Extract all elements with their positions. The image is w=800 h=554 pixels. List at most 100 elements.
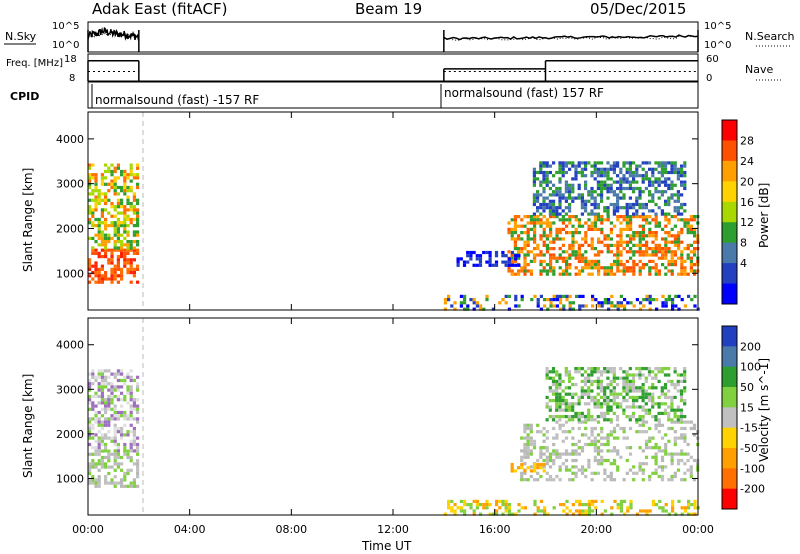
power-cell [597, 237, 601, 241]
power-cell [136, 221, 140, 225]
power-cell [104, 255, 108, 259]
velocity-cell [564, 458, 569, 463]
power-cell [107, 236, 111, 240]
power-cell [126, 261, 130, 265]
power-cell [686, 231, 690, 235]
velocity-cell [558, 408, 562, 412]
velocity-cell [583, 376, 588, 380]
power-cell [648, 269, 652, 273]
power-cell [568, 218, 572, 222]
power-cell [632, 263, 636, 267]
power-cell [507, 257, 511, 261]
power-cell [693, 218, 697, 222]
velocity-cell [680, 506, 684, 510]
velocity-cell [663, 386, 668, 390]
velocity-cell [638, 415, 642, 419]
power-cell [565, 259, 569, 263]
power-cell [510, 259, 514, 263]
power-cell [667, 234, 671, 238]
velocity-cell [548, 478, 553, 482]
power-cell [514, 254, 518, 258]
velocity-cell [91, 369, 95, 373]
xtick-label: 20:00 [580, 523, 612, 536]
velocity-cell [120, 385, 124, 389]
velocity-cell [107, 404, 111, 408]
velocity-cell [551, 383, 556, 387]
velocity-cell [91, 478, 95, 482]
velocity-cell [587, 503, 591, 507]
velocity-cell [641, 449, 645, 453]
velocity-cell [596, 471, 601, 475]
power-cell [123, 182, 127, 186]
velocity-cell [593, 442, 597, 447]
power-cell [683, 247, 687, 251]
velocity-cell [520, 455, 524, 459]
velocity-cell [651, 376, 655, 380]
velocity-cell [97, 382, 101, 386]
velocity-cell [88, 372, 92, 376]
velocity-cell [676, 420, 681, 424]
power-cell [97, 224, 101, 228]
nave-right-tick-top: 60 [706, 54, 719, 65]
power-cell [600, 190, 604, 194]
power-cell [104, 243, 108, 247]
power-cell [619, 240, 623, 244]
velocity-cell [590, 442, 594, 447]
velocity-cell [622, 383, 626, 387]
velocity-cell [577, 446, 581, 450]
velocity-cell [676, 373, 680, 377]
power-cell [513, 243, 517, 247]
velocity-cell [123, 471, 127, 476]
power-cell [664, 167, 668, 171]
velocity-cell [661, 509, 665, 513]
power-cell [664, 199, 668, 203]
power-cell [475, 301, 479, 305]
velocity-cell [100, 420, 104, 424]
noise-right-tick-bottom: 10^0 [704, 40, 731, 51]
velocity-cell [639, 509, 643, 513]
velocity-cell [641, 405, 645, 409]
velocity-cell [88, 468, 92, 472]
power-cell [603, 180, 607, 184]
power-cell [91, 208, 95, 212]
power-cell [609, 202, 613, 207]
velocity-cell [567, 376, 572, 380]
power-cell [606, 167, 610, 171]
power-cell [536, 247, 540, 251]
velocity-cell [97, 442, 101, 447]
power-cell [564, 170, 568, 175]
power-cell [638, 247, 642, 251]
velocity-cell [526, 442, 530, 447]
power-cell [91, 251, 95, 255]
velocity-cell [501, 499, 505, 503]
velocity-cell [660, 402, 664, 406]
power-cell [132, 274, 136, 278]
velocity-cell [628, 373, 632, 377]
power-cell [532, 202, 536, 207]
power-cell [597, 272, 601, 276]
power-cell [568, 247, 572, 251]
power-cell [529, 227, 533, 231]
power-cell [510, 237, 514, 241]
power-cell [549, 256, 553, 260]
power-cell [654, 250, 658, 254]
power-cell [475, 263, 479, 267]
power-cell [549, 227, 553, 231]
power-cell [645, 240, 649, 244]
velocity-cell [580, 392, 584, 396]
velocity-cell [567, 408, 572, 412]
velocity-cell [654, 446, 658, 450]
power-cell [520, 298, 524, 302]
velocity-cell [533, 503, 537, 507]
power-cell [667, 294, 671, 298]
velocity-cell [129, 442, 133, 447]
velocity-cell [641, 471, 645, 475]
power-cell [609, 250, 613, 254]
power-cell [648, 161, 652, 165]
power-cell [670, 167, 674, 171]
colorbar-frame [721, 325, 738, 510]
velocity-cell [533, 499, 537, 503]
power-cell [571, 234, 575, 238]
power-cell [123, 176, 127, 180]
velocity-cell [676, 389, 680, 393]
